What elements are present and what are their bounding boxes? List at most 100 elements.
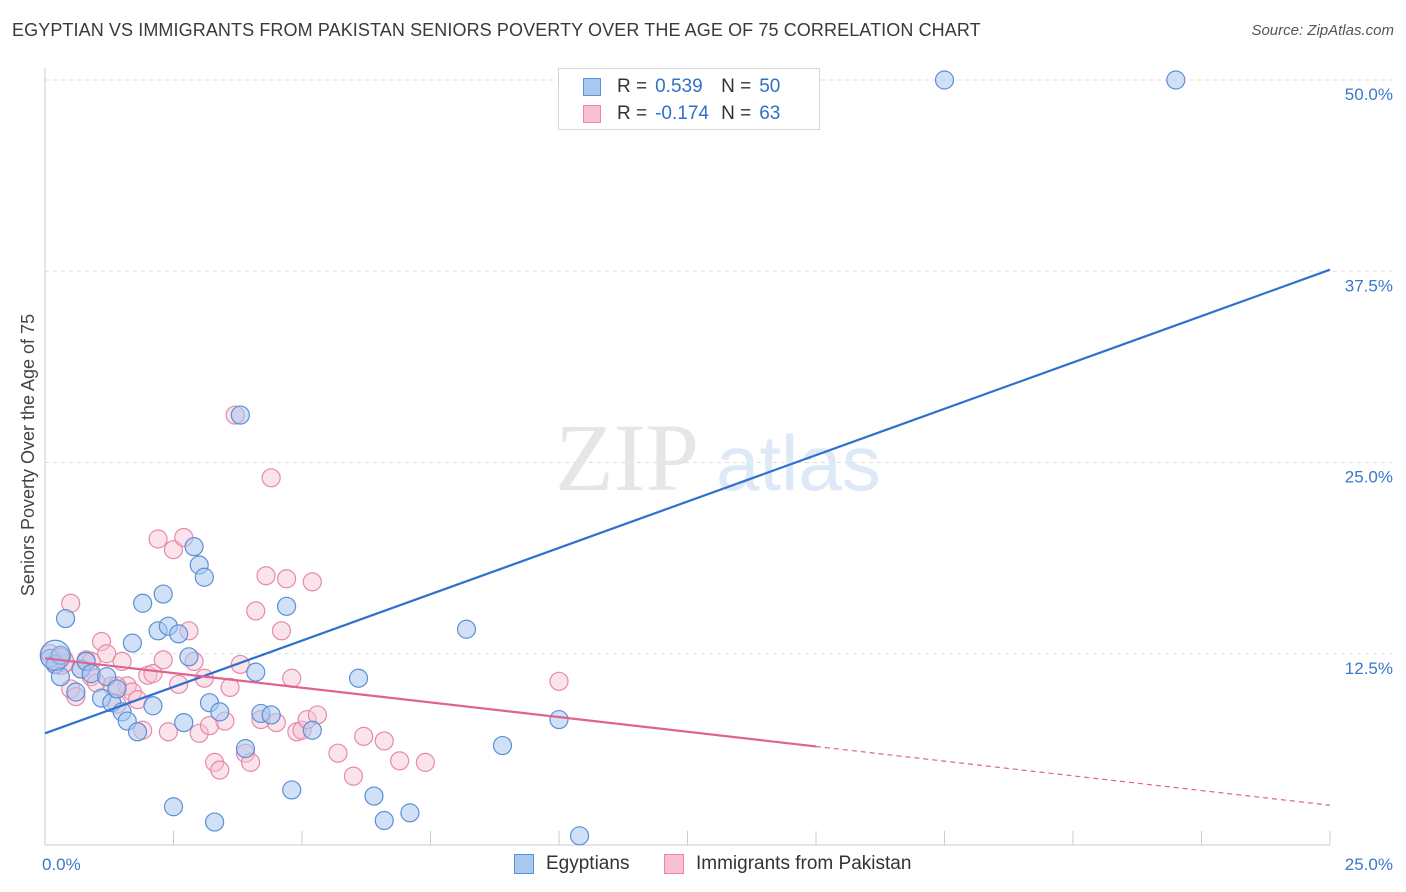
data-point-pakistan <box>390 751 410 771</box>
data-point-pakistan <box>276 569 297 589</box>
y-tick-label: 37.5% <box>1345 276 1393 295</box>
bottom-legend-label-egyptians: Egyptians <box>546 853 630 874</box>
data-point-egyptians <box>39 639 71 671</box>
legend-box: R = 0.539 N = 50 R = -0.174 N = 63 <box>558 68 820 130</box>
legend-n-value: 50 <box>759 76 781 97</box>
data-point-pakistan <box>282 668 302 688</box>
legend-swatch-egyptians <box>583 78 601 96</box>
data-point-egyptians <box>205 812 225 832</box>
data-point-pakistan <box>415 752 435 772</box>
data-point-pakistan <box>153 650 173 670</box>
data-point-egyptians <box>1166 70 1186 90</box>
data-point-pakistan <box>328 743 348 763</box>
bottom-legend-pakistan[interactable]: Immigrants from Pakistan <box>664 852 911 876</box>
legend-row-egyptians: R = 0.539 N = 50 <box>583 75 780 99</box>
data-point-egyptians <box>235 739 256 759</box>
data-point-pakistan <box>354 726 374 746</box>
legend-n-label: N = <box>721 103 752 124</box>
data-point-egyptians <box>230 405 250 425</box>
y-tick-label: 12.5% <box>1345 659 1393 678</box>
legend-row-pakistan: R = -0.174 N = 63 <box>583 102 780 126</box>
y-tick-label: 25.0% <box>1345 468 1393 487</box>
data-point-pakistan <box>210 760 230 780</box>
x-tick-label: 0.0% <box>42 855 81 874</box>
data-point-pakistan <box>163 540 184 560</box>
data-point-pakistan <box>91 631 112 652</box>
data-point-egyptians <box>492 735 513 756</box>
data-point-pakistan <box>199 716 220 736</box>
data-point-pakistan <box>246 601 266 621</box>
data-point-egyptians <box>348 668 369 688</box>
data-point-pakistan <box>302 572 322 592</box>
x-tick-label: 25.0% <box>1345 855 1393 874</box>
trend-line-pakistan <box>44 657 817 748</box>
data-point-egyptians <box>122 633 142 653</box>
data-point-egyptians <box>163 797 184 817</box>
data-point-egyptians <box>302 720 322 740</box>
data-point-pakistan <box>343 766 363 786</box>
legend-r-value: -0.174 <box>655 103 709 124</box>
legend-r-label: R = <box>617 103 648 124</box>
legend-r-value: 0.539 <box>655 76 703 97</box>
data-point-egyptians <box>276 596 297 616</box>
data-point-egyptians <box>143 696 163 716</box>
data-point-pakistan <box>374 731 394 751</box>
y-axis-label: Seniors Poverty Over the Age of 75 <box>18 314 38 596</box>
data-point-pakistan <box>189 723 209 743</box>
bottom-legend-egyptians[interactable]: Egyptians <box>514 852 629 876</box>
data-point-egyptians <box>210 702 230 722</box>
legend-n-value: 63 <box>759 103 781 124</box>
data-point-egyptians <box>55 608 76 629</box>
data-point-egyptians <box>97 667 117 687</box>
data-point-egyptians <box>50 667 71 687</box>
data-point-egyptians <box>184 537 204 557</box>
data-point-egyptians <box>374 810 394 831</box>
watermark-atlas: atlas <box>716 419 881 507</box>
chart-title: EGYPTIAN VS IMMIGRANTS FROM PAKISTAN SEN… <box>12 20 981 40</box>
data-point-pakistan <box>256 566 276 586</box>
trend-layer <box>44 268 1331 806</box>
data-point-egyptians <box>456 619 477 639</box>
data-point-egyptians <box>261 705 281 725</box>
data-point-pakistan <box>148 529 168 549</box>
chart-source: Source: ZipAtlas.com <box>1251 22 1394 39</box>
trend-line-pakistan-extension <box>815 745 1331 806</box>
y-tick-label: 50.0% <box>1345 85 1393 104</box>
watermark-zip: ZIP <box>555 404 699 511</box>
data-point-egyptians <box>66 682 86 702</box>
data-point-egyptians <box>169 624 189 644</box>
data-point-egyptians <box>400 803 420 823</box>
data-point-pakistan <box>549 671 569 691</box>
data-point-egyptians <box>133 593 153 613</box>
grid-layer <box>45 79 1392 655</box>
axis-layer: 12.5% 25.0% 37.5% 50.0% 0.0% 25.0% <box>42 68 1393 874</box>
legend-swatch-pakistan <box>583 105 601 123</box>
bottom-legend-swatch-pakistan <box>664 854 684 874</box>
bottom-legend-label-pakistan: Immigrants from Pakistan <box>696 853 912 874</box>
legend-r-label: R = <box>617 76 648 97</box>
watermark: ZIP atlas <box>555 404 881 511</box>
data-point-egyptians <box>569 826 590 846</box>
data-point-pakistan <box>97 644 117 664</box>
series-egyptians-points <box>39 70 1186 846</box>
data-point-pakistan <box>271 621 292 641</box>
data-point-pakistan <box>158 722 178 742</box>
data-point-egyptians <box>179 647 199 667</box>
bottom-legend-swatch-egyptians <box>514 854 534 874</box>
data-point-egyptians <box>934 70 955 90</box>
data-point-pakistan <box>261 468 281 488</box>
trend-line-egyptians <box>44 268 1331 735</box>
data-point-egyptians <box>127 722 148 742</box>
data-point-egyptians <box>107 679 127 699</box>
data-point-egyptians <box>549 709 569 730</box>
data-point-pakistan <box>230 654 250 675</box>
data-point-egyptians <box>246 662 266 682</box>
data-point-egyptians <box>194 567 214 587</box>
data-point-egyptians <box>81 664 101 684</box>
data-point-egyptians <box>153 584 173 604</box>
data-point-egyptians <box>364 786 384 806</box>
data-point-egyptians <box>174 712 194 733</box>
legend-n-label: N = <box>721 76 752 97</box>
